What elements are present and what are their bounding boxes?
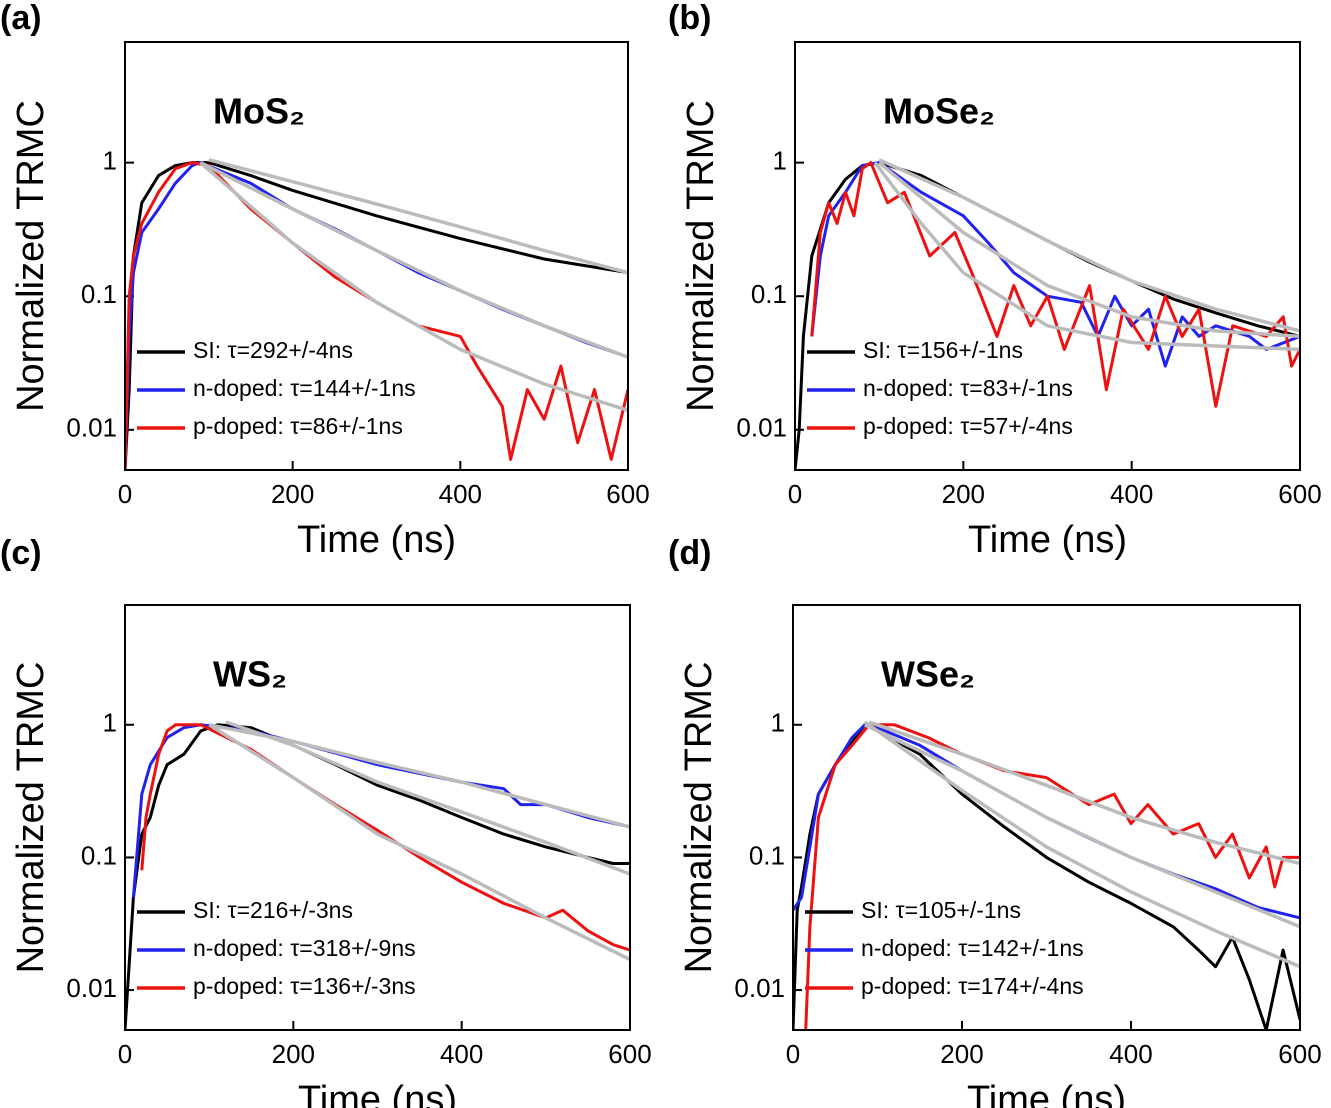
plot-frame [792,604,1301,1031]
y-axis-label: Normalized TRMC [10,100,52,412]
plot-frame [124,604,631,1031]
data-line [868,720,1300,866]
y-tick-label: 1 [103,146,117,176]
data-line [199,161,628,412]
y-tick-label: 0.1 [751,279,787,309]
legend-label: n-doped: τ=142+/-1ns [861,935,1084,961]
x-tick-label: 400 [1109,1039,1152,1069]
y-tick-label: 0.01 [736,413,787,443]
legend-label: SI: τ=156+/-1ns [863,337,1023,363]
y-tick-label: 1 [771,708,785,738]
legend-label: p-doped: τ=174+/-4ns [861,973,1084,999]
data-line [878,158,1300,333]
data-line [225,720,630,876]
x-tick-label: 200 [940,1039,983,1069]
y-axis-label: Normalized TRMC [680,100,722,412]
y-tick-label: 0.1 [81,840,117,870]
x-axis-label: Time (ns) [298,1079,457,1108]
x-tick-label: 600 [1278,479,1321,509]
y-tick-label: 0.01 [734,973,785,1003]
x-tick-label: 400 [439,479,482,509]
x-tick-label: 200 [272,1039,315,1069]
data-line [131,723,630,898]
y-axis-label: Normalized TRMC [678,662,720,974]
data-line [804,723,1300,1030]
panel-label: (d) [668,534,711,572]
y-tick-label: 0.1 [81,279,117,309]
legend-label: p-doped: τ=57+/-4ns [863,413,1073,439]
x-tick-label: 600 [608,1039,651,1069]
x-tick-label: 200 [271,479,314,509]
chart-title: WS₂ [213,654,287,695]
x-tick-label: 400 [1110,479,1153,509]
data-line [810,161,1300,408]
panel-label: (a) [0,0,42,37]
legend-label: p-doped: τ=86+/-1ns [193,413,403,439]
y-tick-label: 1 [773,146,787,176]
x-tick-label: 0 [786,1039,800,1069]
panel-label: (c) [0,534,42,572]
y-tick-label: 1 [103,708,117,738]
y-tick-label: 0.01 [66,973,117,1003]
data-line [864,723,1300,929]
plot-area [793,720,1300,1030]
data-line [208,723,630,829]
plot-frame [794,41,1301,471]
x-axis-label: Time (ns) [967,1079,1126,1108]
y-tick-label: 0.01 [66,413,117,443]
x-axis-label: Time (ns) [968,519,1127,561]
plot-area [125,158,628,470]
y-tick-label: 0.1 [749,840,785,870]
legend-label: n-doped: τ=318+/-9ns [193,935,416,961]
data-line [863,720,1300,969]
legend-label: p-doped: τ=136+/-3ns [193,973,416,999]
data-line [878,161,1300,339]
chart-title: MoS₂ [213,91,305,132]
panel-label: (b) [668,0,711,37]
plot-area [795,158,1300,470]
data-line [199,161,628,359]
x-axis-label: Time (ns) [297,519,456,561]
x-tick-label: 400 [440,1039,483,1069]
data-line [208,158,628,275]
plot-area [125,720,630,1030]
chart-title: WSe₂ [881,654,975,695]
x-tick-label: 200 [942,479,985,509]
legend-label: n-doped: τ=144+/-1ns [193,375,416,401]
y-axis-label: Normalized TRMC [10,662,52,974]
chart-title: MoSe₂ [883,91,995,132]
legend-label: SI: τ=216+/-3ns [193,897,353,923]
legend-label: SI: τ=105+/-1ns [861,897,1021,923]
x-tick-label: 600 [1278,1039,1321,1069]
x-tick-label: 600 [606,479,649,509]
plot-frame [124,41,629,471]
legend-label: SI: τ=292+/-4ns [193,337,353,363]
data-line [873,161,1300,352]
x-tick-label: 0 [788,479,802,509]
data-line [208,723,630,962]
x-tick-label: 0 [118,479,132,509]
x-tick-label: 0 [118,1039,132,1069]
data-line [793,723,1300,920]
legend-label: n-doped: τ=83+/-1ns [863,375,1073,401]
